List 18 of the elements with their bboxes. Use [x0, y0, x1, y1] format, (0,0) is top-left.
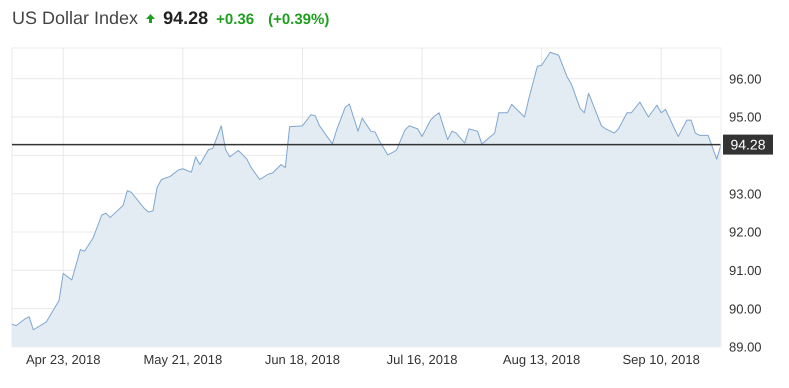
- x-tick-label: Sep 10, 2018: [622, 352, 700, 368]
- y-tick-label: 91.00: [729, 262, 762, 278]
- text: +0.36: [216, 11, 254, 28]
- x-tick-label: Aug 13, 2018: [502, 352, 580, 368]
- y-tick-label: 93.00: [729, 186, 762, 202]
- x-tick-label: May 21, 2018: [143, 352, 222, 368]
- x-tick-label: Apr 23, 2018: [26, 352, 100, 368]
- y-tick-label: 95.00: [729, 110, 762, 125]
- text: (+0.39%): [268, 11, 330, 28]
- y-tick-label: 90.00: [729, 301, 762, 316]
- x-tick-label: Jul 16, 2018: [386, 352, 458, 368]
- ref-line-label: 94.28: [730, 136, 766, 153]
- text: 94.28: [163, 8, 208, 29]
- y-tick-label: 89.00: [729, 340, 762, 355]
- chart-title: US Dollar Index: [12, 8, 138, 29]
- y-tick-label: 92.00: [729, 224, 762, 240]
- y-tick-label: 96.00: [729, 71, 762, 86]
- x-tick-label: Jun 18, 2018: [264, 352, 340, 368]
